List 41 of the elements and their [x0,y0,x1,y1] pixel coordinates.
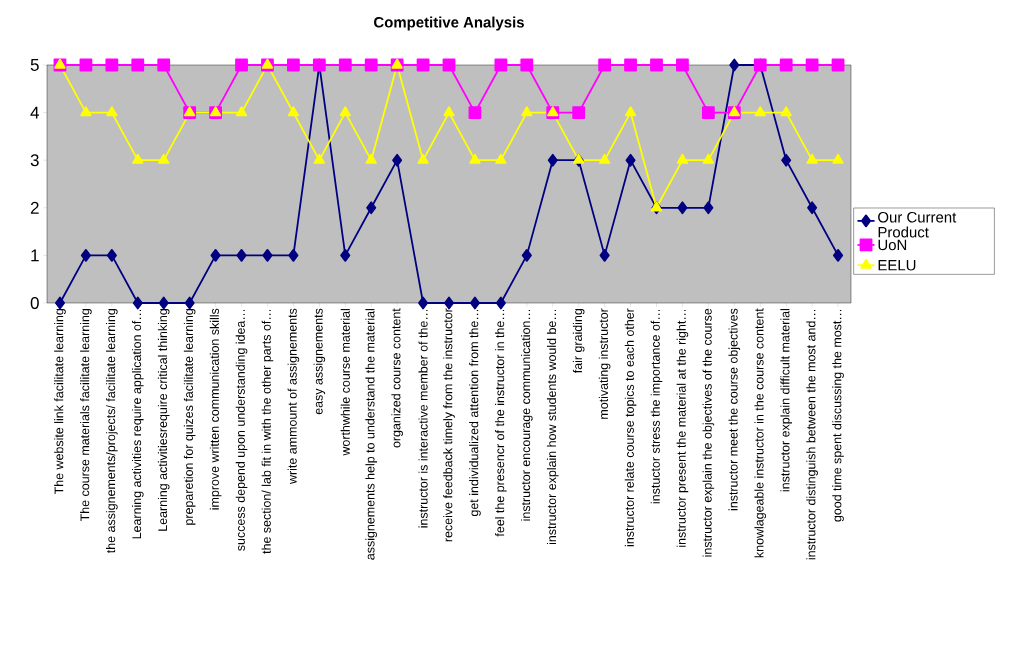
x-tick-label: instructor is interactive member of the… [418,309,428,528]
x-tick-label: success depend upon understanding idea… [235,309,248,551]
x-tick-label: preparetion for quizes facilitate learning [183,309,196,525]
x-tick-label: assignements help to understand the material [365,309,377,560]
x-tick-label: instructor explain how students would be… [546,309,559,545]
y-tick-label: 0 [30,296,39,309]
y-tick-label: 3 [30,154,39,167]
x-tick-label: instructor explain difficult material [780,309,792,492]
x-tick-label: instuctor stress the importance of… [650,309,663,504]
x-tick-label: instructor relate course topics to each other [624,308,637,547]
x-tick-label: write ammount of assignements [287,308,300,484]
x-tick-label: feel the presencr of the instructor in the… [495,309,507,537]
y-tick-label: 1 [31,249,39,262]
x-tick-label: organized course content [391,308,403,448]
x-tick-label: motivating instructor [598,308,611,419]
x-tick-label: Learning activities require application of… [131,309,144,539]
x-tick-label: Learning activitiesrequire critical thinking [157,309,170,531]
chart-title: Competitive Analysis [374,16,524,31]
y-tick-label: 5 [30,59,39,71]
legend-label: EELU [878,260,916,271]
x-tick-label: instructor distinguish between the most and… [806,309,818,560]
y-tick-label: 4 [30,106,39,119]
x-tick-label: the assignements/projects/ facilitate learning [106,309,118,554]
y-tick-label: 2 [30,201,39,214]
x-tick-label: knowlageable instructor in the course content [754,308,767,558]
x-tick-label: get individualized attention from the… [469,309,481,517]
legend-label: UoN [878,239,907,251]
x-tick-label: the section/ lab fit in with the other parts of… [261,309,274,554]
x-tick-label: easy assignements [313,308,326,415]
x-tick-label: instructor explain the objectives of the course [702,308,715,557]
x-tick-label: worthwhile course material [340,309,350,456]
x-tick-label: instructor present the material at the right… [676,309,689,547]
x-tick-label: instructor meet the course objectives [728,308,741,511]
legend-label: Our Current Product [878,211,957,238]
x-tick-label: instructor encourage communication… [521,309,533,521]
x-tick-label: receive feedback timely from the instructor [443,308,455,542]
x-tick-label: The website link facilitate learning [54,309,66,495]
x-tick-label: The course materials facilitate learning [80,309,92,522]
x-tick-label: good time spent discussing the most… [832,309,844,522]
x-tick-label: improve written communication skills [209,308,222,510]
x-tick-label: fair graiding [572,309,585,374]
